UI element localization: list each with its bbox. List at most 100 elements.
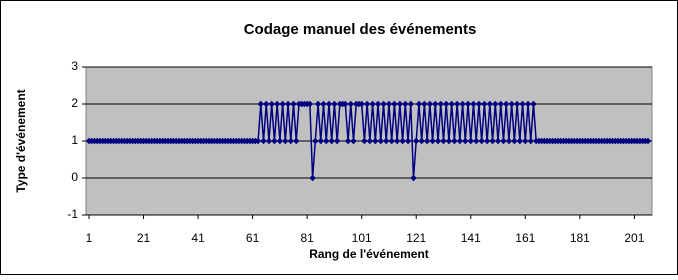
data-point: [404, 137, 412, 145]
data-point: [519, 100, 526, 108]
data-point: [312, 137, 319, 145]
data-point: [462, 137, 469, 145]
data-point: [423, 137, 431, 145]
data-point: [380, 100, 387, 108]
y-tick-label: -1: [67, 207, 78, 221]
data-point: [260, 137, 267, 145]
data-point: [489, 137, 496, 145]
x-tick-label: 1: [86, 231, 93, 245]
data-point: [383, 137, 390, 145]
data-point: [483, 137, 491, 145]
data-point: [317, 137, 324, 145]
data-point: [456, 137, 464, 145]
data-point: [372, 137, 379, 145]
data-point: [494, 137, 502, 145]
data-point: [396, 100, 404, 108]
data-point: [486, 100, 494, 108]
data-point: [478, 137, 485, 145]
data-point: [385, 100, 393, 108]
data-point: [325, 100, 333, 108]
x-tick-label: 81: [300, 231, 314, 245]
data-point: [314, 100, 322, 108]
data-point: [426, 100, 434, 108]
data-point: [271, 137, 278, 145]
data-point: [284, 100, 292, 108]
x-tick-label: 41: [191, 231, 205, 245]
data-point: [522, 137, 529, 145]
data-point: [445, 137, 453, 145]
data-point: [524, 100, 532, 108]
data-point: [448, 100, 455, 108]
data-point: [263, 100, 270, 108]
data-point: [273, 100, 281, 108]
data-point: [333, 137, 341, 145]
data-point: [440, 137, 447, 145]
data-point: [415, 100, 423, 108]
y-tick-label: 3: [71, 59, 78, 73]
x-tick-label: 201: [624, 231, 644, 245]
data-point: [527, 137, 534, 145]
data-point: [374, 100, 382, 108]
data-point: [306, 100, 314, 108]
data-point: [500, 137, 507, 145]
data-point: [377, 137, 384, 145]
x-tick-label: 141: [461, 231, 481, 245]
data-point: [344, 137, 352, 145]
data-point: [257, 100, 264, 108]
data-point: [443, 100, 450, 108]
data-point: [282, 137, 289, 145]
data-point: [418, 137, 425, 145]
data-point: [511, 137, 518, 145]
data-point: [492, 100, 499, 108]
data-point: [287, 137, 294, 145]
data-point: [366, 137, 374, 145]
data-point: [473, 137, 480, 145]
data-point: [503, 100, 510, 108]
y-axis-title: Type d'événement: [14, 89, 28, 192]
x-tick-label: 61: [246, 231, 260, 245]
data-point: [467, 137, 474, 145]
data-point: [497, 100, 504, 108]
data-point: [369, 100, 376, 108]
data-point: [644, 137, 652, 145]
x-tick-label: 121: [406, 231, 426, 245]
data-point: [410, 174, 417, 182]
data-point: [358, 100, 365, 108]
data-point: [293, 137, 300, 145]
x-axis-title: Rang de l'événement: [309, 247, 429, 261]
data-point: [347, 100, 354, 108]
data-point: [290, 100, 297, 108]
data-point: [464, 100, 472, 108]
data-point: [268, 100, 275, 108]
data-point: [516, 137, 524, 145]
data-point: [508, 100, 515, 108]
data-point: [254, 137, 262, 145]
data-point: [279, 100, 286, 108]
data-point: [505, 137, 513, 145]
data-point: [513, 100, 521, 108]
data-point: [434, 137, 442, 145]
data-point: [399, 137, 406, 145]
data-point: [451, 137, 458, 145]
data-point: [459, 100, 466, 108]
data-point: [421, 100, 428, 108]
data-point: [429, 137, 436, 145]
data-point: [413, 137, 420, 145]
data-point: [309, 174, 316, 182]
data-point: [276, 137, 284, 145]
x-tick-label: 181: [570, 231, 590, 245]
data-point: [453, 100, 461, 108]
data-point: [265, 137, 273, 145]
data-point: [393, 137, 401, 145]
data-point: [391, 100, 398, 108]
data-point: [407, 100, 414, 108]
data-point: [361, 137, 368, 145]
data-point: [481, 100, 488, 108]
data-point: [475, 100, 483, 108]
data-point: [350, 137, 357, 145]
x-tick-label: 21: [137, 231, 151, 245]
x-tick-label: 101: [352, 231, 372, 245]
data-point: [388, 137, 395, 145]
y-tick-label: 0: [71, 170, 78, 184]
y-tick-label: 1: [71, 133, 78, 147]
